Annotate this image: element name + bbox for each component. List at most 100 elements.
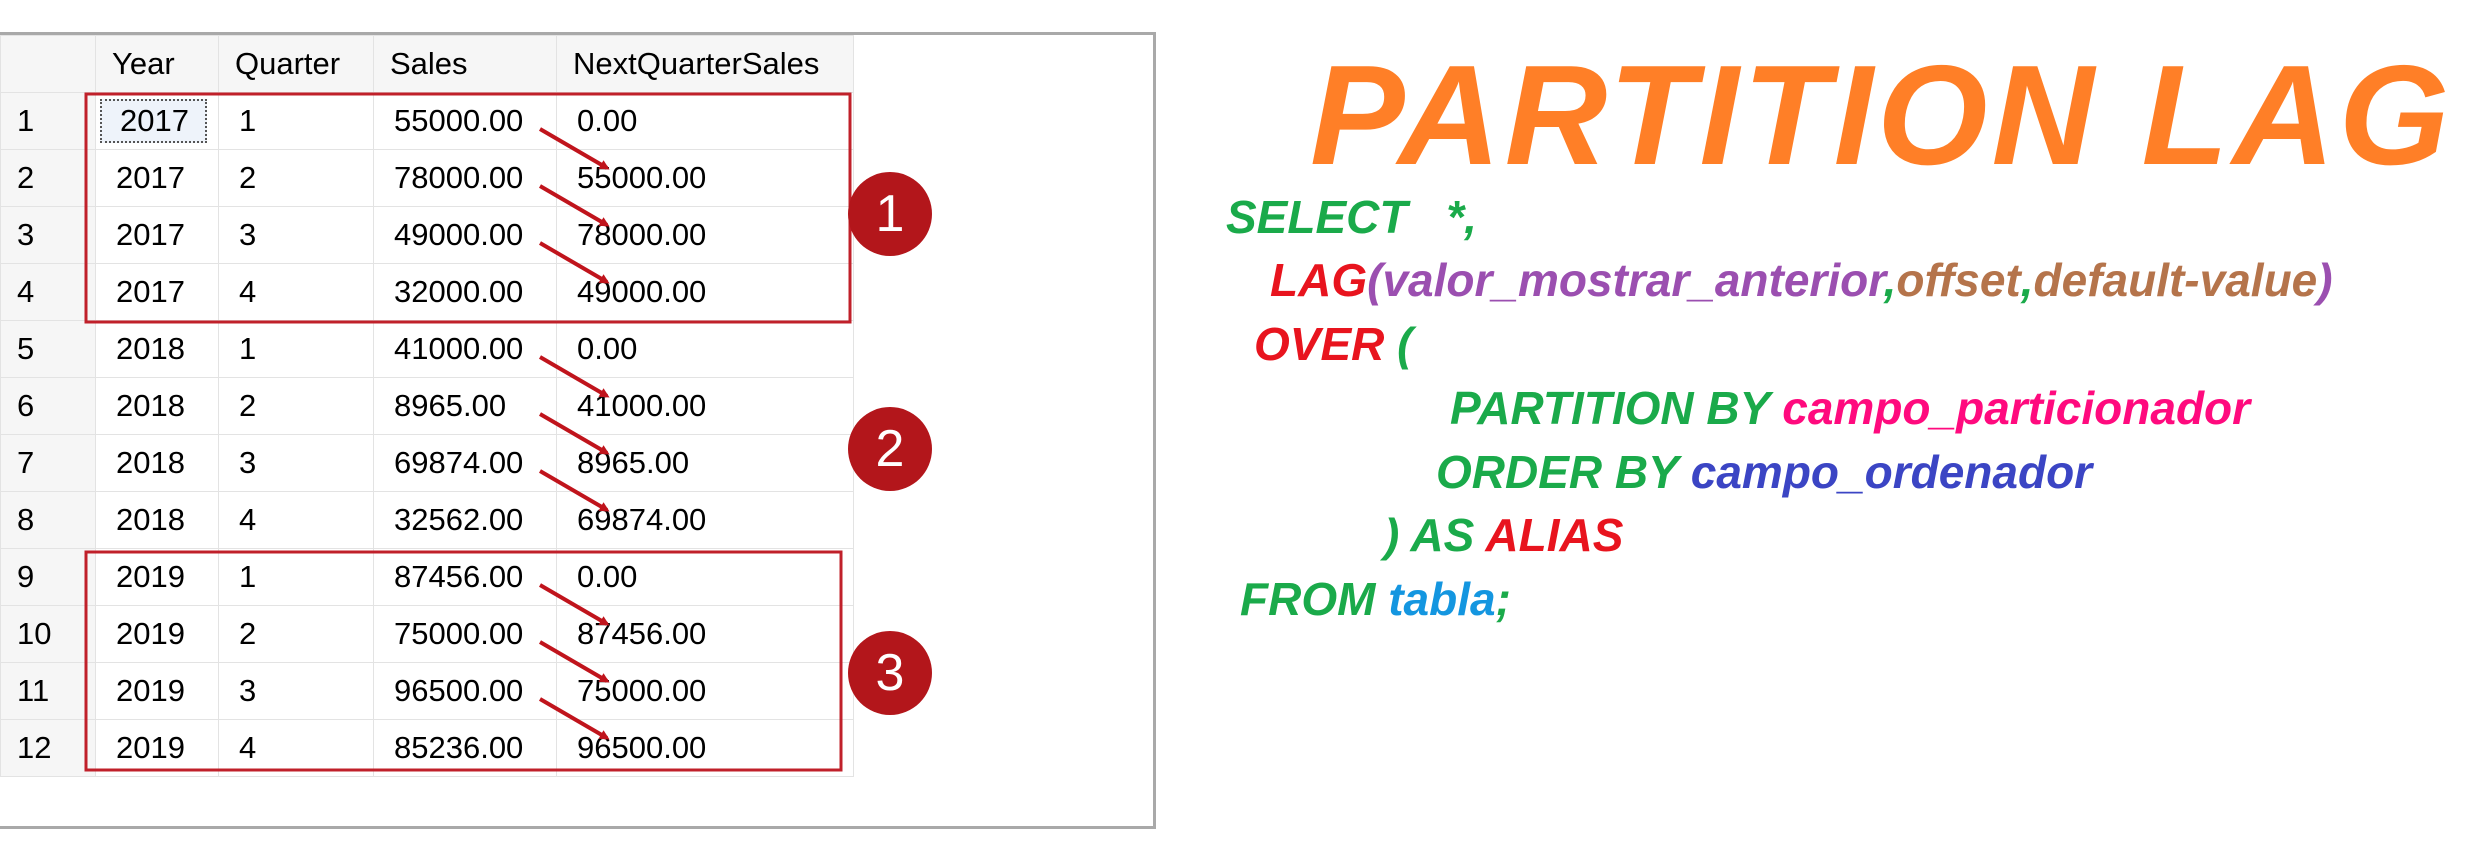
quarter-cell[interactable]: 3: [218, 434, 374, 492]
nextquartersales-cell[interactable]: 69874.00: [556, 491, 854, 549]
year-cell[interactable]: 2018: [95, 320, 219, 378]
table-row[interactable]: 9 2019 1 87456.00 0.00: [0, 548, 854, 606]
row-number-cell[interactable]: 7: [0, 434, 96, 492]
sales-cell[interactable]: 85236.00: [373, 719, 557, 777]
sales-cell[interactable]: 69874.00: [373, 434, 557, 492]
table-row[interactable]: 1 2017 1 55000.00 0.00: [0, 92, 854, 150]
quarter-cell[interactable]: 2: [218, 605, 374, 663]
row-number-cell[interactable]: 2: [0, 149, 96, 207]
nextquartersales-cell[interactable]: 0.00: [556, 320, 854, 378]
row-number-cell[interactable]: 6: [0, 377, 96, 435]
column-header-quarter[interactable]: Quarter: [218, 35, 374, 93]
sales-cell[interactable]: 41000.00: [373, 320, 557, 378]
quarter-cell[interactable]: 4: [218, 719, 374, 777]
sales-cell[interactable]: 49000.00: [373, 206, 557, 264]
close-as-keyword: ) AS: [1384, 509, 1475, 561]
table-row[interactable]: 3 2017 3 49000.00 78000.00: [0, 206, 854, 264]
row-number-cell[interactable]: 1: [0, 92, 96, 150]
partition-field: campo_particionador: [1782, 382, 2251, 434]
lag-open-paren: (: [1367, 254, 1383, 306]
row-number-cell[interactable]: 3: [0, 206, 96, 264]
results-grid: Year Quarter Sales NextQuarterSales 1 201…: [0, 35, 854, 777]
year-cell[interactable]: 2019: [95, 719, 219, 777]
over-keyword: OVER: [1254, 318, 1385, 370]
table-row[interactable]: 2 2017 2 78000.00 55000.00: [0, 149, 854, 207]
year-cell[interactable]: 2017: [95, 92, 219, 150]
row-number-cell[interactable]: 8: [0, 491, 96, 549]
sales-cell[interactable]: 75000.00: [373, 605, 557, 663]
table-row[interactable]: 11 2019 3 96500.00 75000.00: [0, 662, 854, 720]
sql-line-over: OVER (: [1254, 317, 1412, 371]
sql-line-select: SELECT *,: [1226, 190, 1477, 244]
sales-cell[interactable]: 55000.00: [373, 92, 557, 150]
sales-cell[interactable]: 32562.00: [373, 491, 557, 549]
quarter-cell[interactable]: 1: [218, 548, 374, 606]
year-cell[interactable]: 2017: [95, 263, 219, 321]
page-title: PARTITION LAG: [1310, 36, 2454, 195]
nextquartersales-cell[interactable]: 8965.00: [556, 434, 854, 492]
year-cell[interactable]: 2019: [95, 662, 219, 720]
sales-cell[interactable]: 32000.00: [373, 263, 557, 321]
year-cell[interactable]: 2019: [95, 548, 219, 606]
grid-header-row: Year Quarter Sales NextQuarterSales: [0, 35, 854, 93]
lag-comma-2: ,: [2020, 254, 2034, 306]
sql-line-lag: LAG(valor_mostrar_anterior,offset,defaul…: [1270, 253, 2333, 307]
select-keyword: SELECT: [1226, 191, 1408, 243]
row-number-cell[interactable]: 4: [0, 263, 96, 321]
quarter-cell[interactable]: 1: [218, 320, 374, 378]
lag-arg-value: valor_mostrar_anterior: [1382, 254, 1884, 306]
year-cell[interactable]: 2018: [95, 377, 219, 435]
year-cell[interactable]: 2017: [95, 149, 219, 207]
nextquartersales-cell[interactable]: 55000.00: [556, 149, 854, 207]
sales-cell[interactable]: 87456.00: [373, 548, 557, 606]
quarter-cell[interactable]: 4: [218, 263, 374, 321]
quarter-cell[interactable]: 2: [218, 149, 374, 207]
sql-line-from: FROM tabla;: [1240, 572, 1511, 626]
year-cell[interactable]: 2018: [95, 491, 219, 549]
table-row[interactable]: 10 2019 2 75000.00 87456.00: [0, 605, 854, 663]
table-row[interactable]: 6 2018 2 8965.00 41000.00: [0, 377, 854, 435]
table-row[interactable]: 12 2019 4 85236.00 96500.00: [0, 719, 854, 777]
nextquartersales-cell[interactable]: 75000.00: [556, 662, 854, 720]
row-number-cell[interactable]: 10: [0, 605, 96, 663]
nextquartersales-cell[interactable]: 41000.00: [556, 377, 854, 435]
row-number-header[interactable]: [0, 35, 96, 93]
sales-cell[interactable]: 8965.00: [373, 377, 557, 435]
nextquartersales-cell[interactable]: 87456.00: [556, 605, 854, 663]
order-by-keyword: ORDER BY: [1436, 446, 1678, 498]
sales-cell[interactable]: 96500.00: [373, 662, 557, 720]
nextquartersales-cell[interactable]: 78000.00: [556, 206, 854, 264]
quarter-cell[interactable]: 2: [218, 377, 374, 435]
quarter-cell[interactable]: 3: [218, 206, 374, 264]
year-cell[interactable]: 2017: [95, 206, 219, 264]
row-number-cell[interactable]: 9: [0, 548, 96, 606]
sql-line-order: ORDER BY campo_ordenador: [1436, 445, 2092, 499]
quarter-cell[interactable]: 4: [218, 491, 374, 549]
quarter-cell[interactable]: 3: [218, 662, 374, 720]
table-row[interactable]: 5 2018 1 41000.00 0.00: [0, 320, 854, 378]
year-cell[interactable]: 2019: [95, 605, 219, 663]
column-header-nextquartersales[interactable]: NextQuarterSales: [556, 35, 854, 93]
lag-arg-offset: offset: [1896, 254, 2021, 306]
sales-cell[interactable]: 78000.00: [373, 149, 557, 207]
over-open-paren: (: [1397, 318, 1413, 370]
row-number-cell[interactable]: 11: [0, 662, 96, 720]
lag-keyword: LAG: [1270, 254, 1368, 306]
select-star: *,: [1446, 191, 1477, 243]
table-row[interactable]: 7 2018 3 69874.00 8965.00: [0, 434, 854, 492]
row-number-cell[interactable]: 5: [0, 320, 96, 378]
nextquartersales-cell[interactable]: 0.00: [556, 548, 854, 606]
from-keyword: FROM: [1240, 573, 1376, 625]
selected-cell-focus: 2017: [100, 99, 207, 143]
column-header-year[interactable]: Year: [95, 35, 219, 93]
nextquartersales-cell[interactable]: 0.00: [556, 92, 854, 150]
sql-line-partition: PARTITION BY campo_particionador: [1450, 381, 2250, 435]
nextquartersales-cell[interactable]: 96500.00: [556, 719, 854, 777]
quarter-cell[interactable]: 1: [218, 92, 374, 150]
table-row[interactable]: 8 2018 4 32562.00 69874.00: [0, 491, 854, 549]
nextquartersales-cell[interactable]: 49000.00: [556, 263, 854, 321]
year-cell[interactable]: 2018: [95, 434, 219, 492]
row-number-cell[interactable]: 12: [0, 719, 96, 777]
table-row[interactable]: 4 2017 4 32000.00 49000.00: [0, 263, 854, 321]
column-header-sales[interactable]: Sales: [373, 35, 557, 93]
